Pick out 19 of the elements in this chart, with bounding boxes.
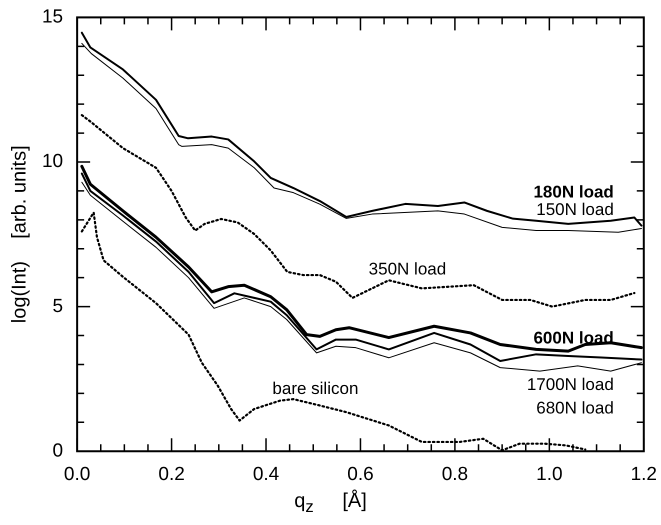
x-tick-label: 0.0 xyxy=(64,464,90,485)
x-tick-label: 0.6 xyxy=(347,464,374,485)
series-label: 680N load xyxy=(536,398,614,418)
x-tick-label: 0.4 xyxy=(252,464,280,485)
y-tick-label: 10 xyxy=(42,151,64,172)
y-tick-label: 15 xyxy=(42,6,64,28)
y-tick-label: 5 xyxy=(52,296,64,317)
x-tick-label: 0.8 xyxy=(442,464,468,485)
legend-label: 180N load xyxy=(533,182,614,202)
y-tick-label: 0 xyxy=(52,440,64,462)
x-tick-label: 0.2 xyxy=(158,464,185,485)
series-label: bare silicon xyxy=(272,378,358,398)
text: q$_{z}$ [Å] xyxy=(294,490,367,516)
series-label: 350N load xyxy=(368,260,446,279)
legend-label: 150N load xyxy=(536,200,614,220)
legend-label: 1700N load xyxy=(526,375,614,394)
y-axis-title: log(Int) [arb. units] xyxy=(8,145,31,324)
x-tick-label: 1.0 xyxy=(536,464,563,485)
x-tick-label: 1.2 xyxy=(630,464,658,485)
